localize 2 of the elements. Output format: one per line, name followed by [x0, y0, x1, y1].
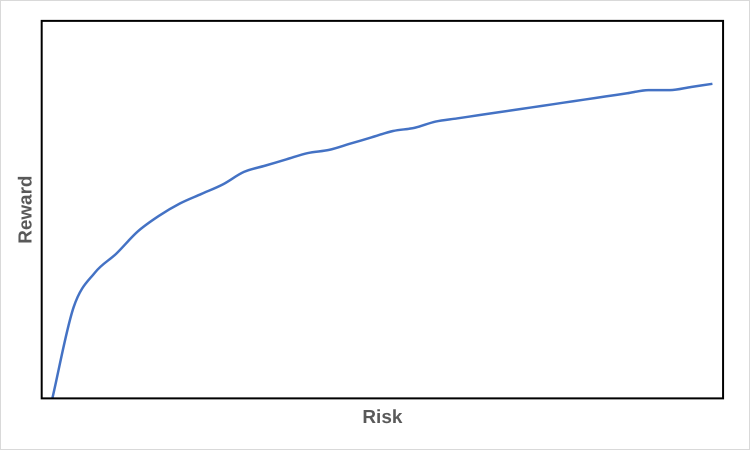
y-axis-title: Reward — [16, 176, 37, 244]
x-axis-title: Risk — [362, 406, 403, 428]
